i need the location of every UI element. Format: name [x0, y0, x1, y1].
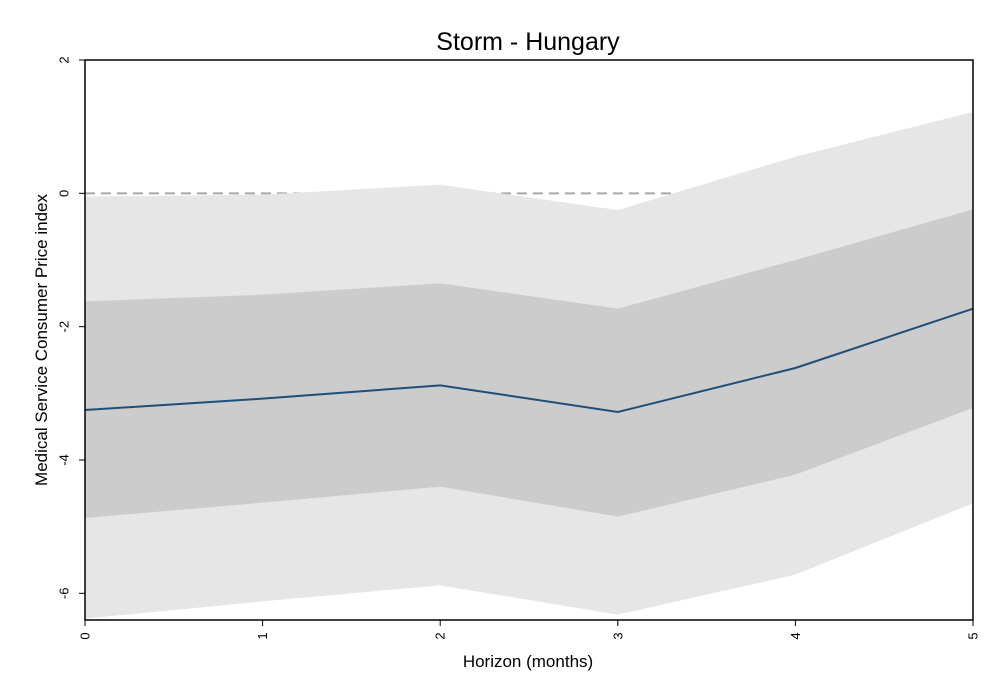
- confidence-band-inner: [85, 209, 973, 519]
- y-axis-title: Medical Service Consumer Price index: [32, 194, 51, 486]
- plot-frame: [84, 59, 974, 621]
- y-tick-label: -2: [57, 321, 72, 333]
- x-tick-label: 3: [610, 632, 625, 639]
- x-tick-label: 0: [78, 632, 93, 639]
- chart-title: Storm - Hungary: [436, 28, 620, 56]
- y-tick-label: 2: [57, 56, 72, 63]
- x-tick-label: 4: [788, 632, 803, 639]
- y-tick-label: 0: [57, 190, 72, 197]
- y-tick-label: -4: [57, 454, 72, 466]
- x-tick-label: 2: [433, 632, 448, 639]
- x-axis-title: Horizon (months): [463, 652, 593, 671]
- series-line-0: [84, 307, 974, 414]
- y-tick-label: -6: [57, 588, 72, 600]
- plot-area: -6 -4 -2 0 2 0 1 2 3 4 5: [57, 56, 981, 639]
- x-tick-label: 1: [255, 632, 270, 639]
- x-tick-label: 5: [966, 632, 981, 639]
